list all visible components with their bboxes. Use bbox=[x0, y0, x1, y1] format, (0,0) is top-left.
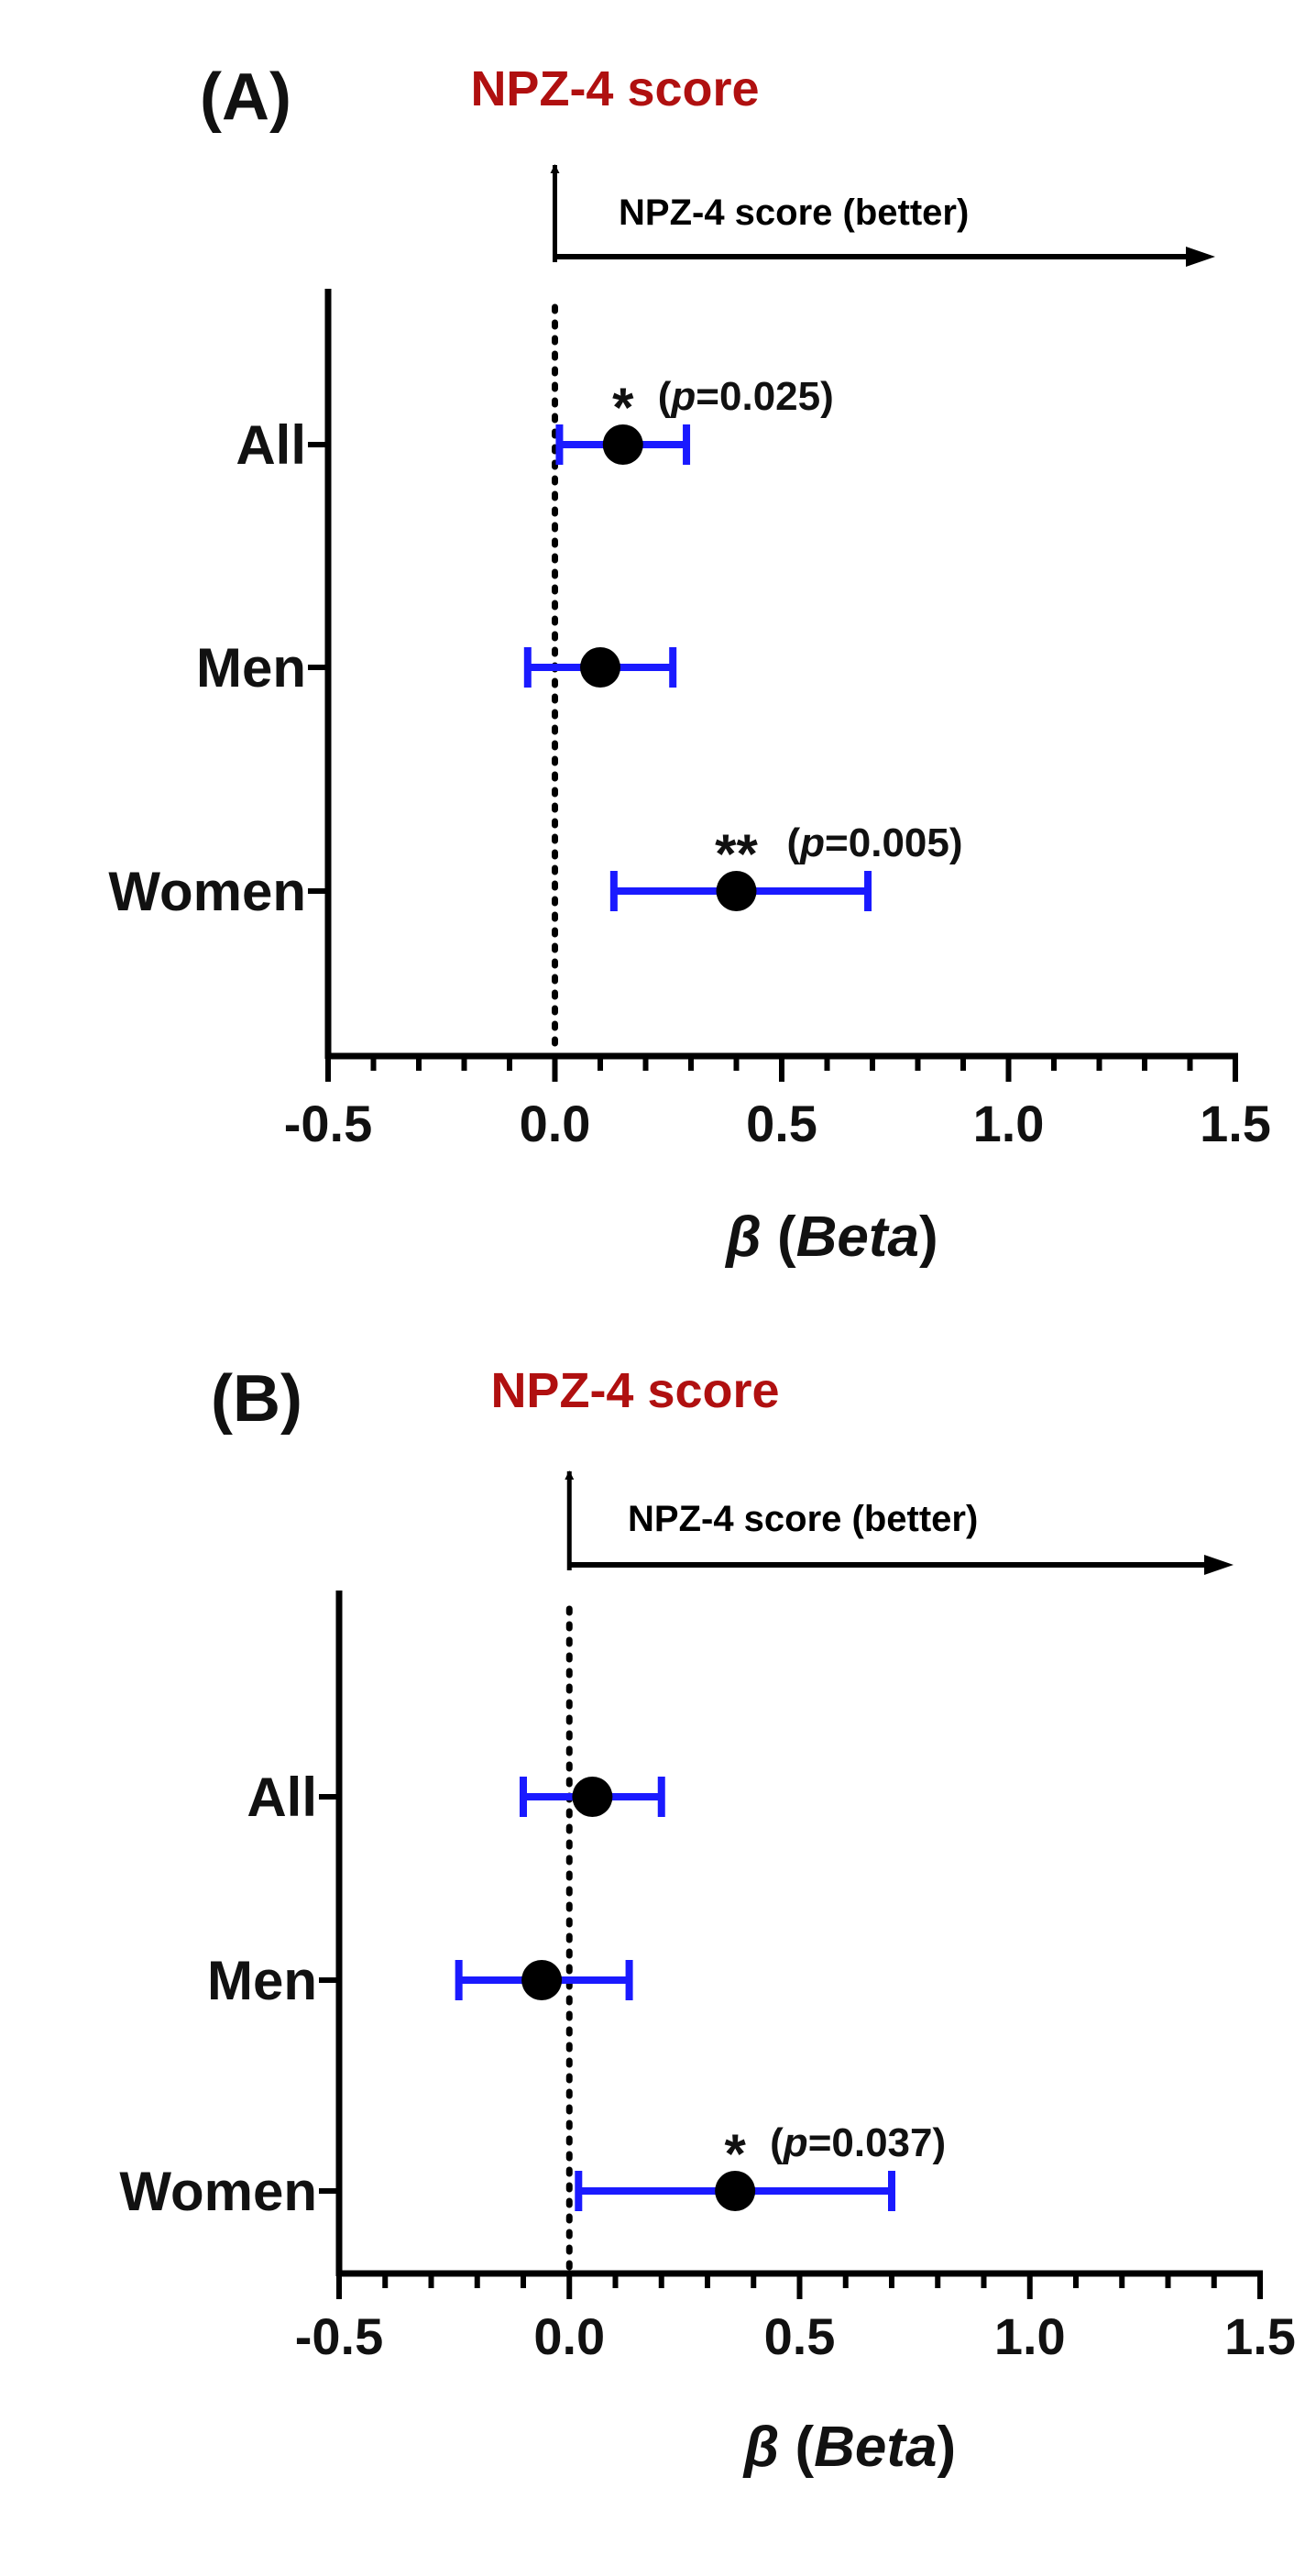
category-label-women: Women bbox=[108, 861, 306, 922]
x-axis-title-open-paren: ( bbox=[779, 2416, 814, 2479]
x-tick-label: 1.5 bbox=[1200, 1095, 1271, 1152]
p-value-open-paren: ( bbox=[770, 2120, 784, 2165]
x-axis-title-symbol: β bbox=[742, 2416, 779, 2479]
arrow-label: NPZ-4 score (better) bbox=[628, 1499, 978, 1539]
category-label-men: Men bbox=[196, 637, 306, 699]
p-value-rest: =0.005) bbox=[825, 820, 962, 865]
p-value-label: (p=0.005) bbox=[787, 820, 963, 865]
x-tick-label: 0.0 bbox=[520, 1095, 591, 1152]
x-axis-title: β (Beta) bbox=[742, 2416, 956, 2479]
chart-title: NPZ-4 score bbox=[470, 61, 759, 116]
p-value-label: (p=0.025) bbox=[658, 374, 834, 419]
x-axis-title-word: Beta bbox=[796, 1205, 919, 1269]
significance-stars: * bbox=[612, 377, 634, 438]
p-value-open-paren: ( bbox=[658, 374, 672, 419]
panel-a: (A) NPZ-4 score NPZ-4 score (better) -0.5 0.… bbox=[108, 61, 1271, 1269]
estimate-point-men bbox=[580, 647, 620, 688]
x-tick-label: 0.5 bbox=[764, 2307, 836, 2365]
chart-title: NPZ-4 score bbox=[490, 1363, 779, 1418]
estimate-point-women bbox=[716, 871, 757, 911]
category-label-all: All bbox=[236, 414, 306, 476]
significance-stars: * bbox=[724, 2123, 746, 2185]
category-label-women: Women bbox=[119, 2161, 317, 2222]
p-value-letter: p bbox=[783, 2120, 808, 2165]
estimate-point-men bbox=[521, 1960, 563, 2000]
x-axis-title: β (Beta) bbox=[724, 1205, 938, 1269]
x-tick-label: -0.5 bbox=[295, 2307, 384, 2365]
estimate-point-women bbox=[715, 2171, 756, 2211]
x-tick-label: -0.5 bbox=[284, 1095, 373, 1152]
x-tick-label: 1.0 bbox=[973, 1095, 1045, 1152]
category-label-men: Men bbox=[207, 1950, 317, 2011]
x-axis-title-open-paren: ( bbox=[762, 1205, 796, 1269]
x-axis-title-word: Beta bbox=[814, 2416, 937, 2479]
x-axis-title-close-paren: ) bbox=[919, 1205, 938, 1269]
estimate-point-all bbox=[572, 1777, 613, 1817]
x-tick-label: 1.0 bbox=[994, 2307, 1066, 2365]
panel-b: (B) NPZ-4 score NPZ-4 score (better) -0.5 0.… bbox=[119, 1362, 1296, 2479]
p-value-open-paren: ( bbox=[787, 820, 801, 865]
arrow-label: NPZ-4 score (better) bbox=[619, 193, 969, 233]
p-value-letter: p bbox=[670, 374, 696, 419]
panel-label: (B) bbox=[211, 1362, 302, 1436]
p-value-rest: =0.037) bbox=[808, 2120, 946, 2165]
x-tick-label: 0.5 bbox=[746, 1095, 817, 1152]
better-arrow-head bbox=[1186, 247, 1215, 267]
better-arrow-head bbox=[1204, 1555, 1234, 1575]
significance-stars: ** bbox=[715, 823, 758, 885]
panel-label: (A) bbox=[200, 61, 291, 134]
category-label-all: All bbox=[247, 1767, 317, 1828]
x-axis-title-symbol: β bbox=[724, 1205, 761, 1269]
p-value-letter: p bbox=[799, 820, 825, 865]
x-tick-label: 0.0 bbox=[533, 2307, 605, 2365]
x-tick-label: 1.5 bbox=[1224, 2307, 1296, 2365]
x-axis-title-close-paren: ) bbox=[938, 2416, 957, 2479]
p-value-rest: =0.025) bbox=[696, 374, 833, 419]
p-value-label: (p=0.037) bbox=[770, 2120, 946, 2165]
estimate-point-all bbox=[602, 424, 643, 465]
